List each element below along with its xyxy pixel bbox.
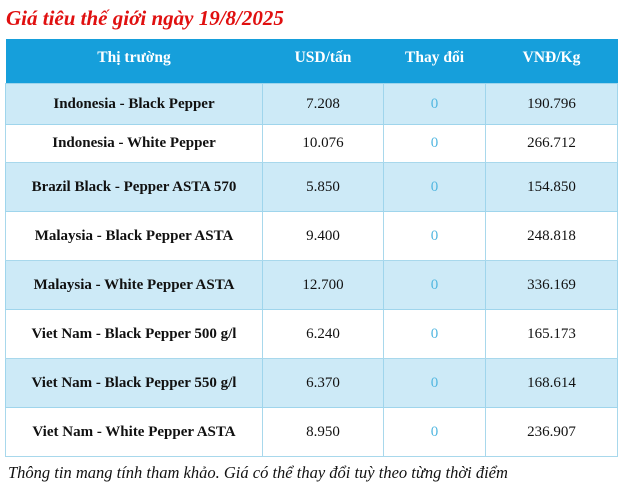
table-row: Viet Nam - Black Pepper 500 g/l 6.240 0 … (5, 309, 618, 360)
cell-change: 0 (383, 83, 486, 126)
cell-change: 0 (383, 260, 486, 311)
table-row: Brazil Black - Pepper ASTA 570 5.850 0 1… (5, 162, 618, 213)
cell-vnd: 190.796 (485, 83, 618, 126)
cell-vnd: 165.173 (485, 309, 618, 360)
price-table-container: Thị trường USD/tấn Thay đổi VNĐ/Kg Indon… (5, 39, 618, 458)
cell-market: Malaysia - Black Pepper ASTA (5, 211, 263, 262)
cell-market: Malaysia - White Pepper ASTA (5, 260, 263, 311)
cell-market: Indonesia - Black Pepper (5, 83, 263, 126)
column-header-vnd: VNĐ/Kg (485, 39, 618, 84)
cell-change: 0 (383, 211, 486, 262)
cell-usd: 9.400 (262, 211, 384, 262)
cell-vnd: 236.907 (485, 407, 618, 458)
table-row: Malaysia - White Pepper ASTA 12.700 0 33… (5, 260, 618, 311)
table-header-row: Thị trường USD/tấn Thay đổi VNĐ/Kg (5, 39, 618, 84)
disclaimer-note: Thông tin mang tính tham khảo. Giá có th… (8, 463, 508, 483)
cell-usd: 6.370 (262, 358, 384, 409)
cell-usd: 6.240 (262, 309, 384, 360)
cell-usd: 8.950 (262, 407, 384, 458)
cell-market: Brazil Black - Pepper ASTA 570 (5, 162, 263, 213)
cell-change: 0 (383, 309, 486, 360)
cell-vnd: 266.712 (485, 124, 618, 164)
cell-vnd: 168.614 (485, 358, 618, 409)
cell-vnd: 154.850 (485, 162, 618, 213)
column-header-change: Thay đổi (383, 39, 486, 84)
table-row: Indonesia - White Pepper 10.076 0 266.71… (5, 124, 618, 164)
cell-market: Viet Nam - Black Pepper 550 g/l (5, 358, 263, 409)
page-title: Giá tiêu thế giới ngày 19/8/2025 (6, 6, 284, 30)
table-header: Thị trường USD/tấn Thay đổi VNĐ/Kg (5, 39, 618, 84)
cell-usd: 7.208 (262, 83, 384, 126)
cell-change: 0 (383, 162, 486, 213)
cell-usd: 5.850 (262, 162, 384, 213)
cell-market: Viet Nam - Black Pepper 500 g/l (5, 309, 263, 360)
cell-vnd: 248.818 (485, 211, 618, 262)
column-header-usd: USD/tấn (262, 39, 384, 84)
price-table-page: Giá tiêu thế giới ngày 19/8/2025 Thị trư… (5, 6, 618, 482)
cell-change: 0 (383, 358, 486, 409)
table-body: Indonesia - Black Pepper 7.208 0 190.796… (5, 83, 618, 458)
cell-change: 0 (383, 124, 486, 164)
table-row: Indonesia - Black Pepper 7.208 0 190.796 (5, 83, 618, 126)
cell-vnd: 336.169 (485, 260, 618, 311)
world-pepper-price-table: Thị trường USD/tấn Thay đổi VNĐ/Kg Indon… (5, 39, 618, 458)
table-row: Viet Nam - White Pepper ASTA 8.950 0 236… (5, 407, 618, 458)
cell-usd: 12.700 (262, 260, 384, 311)
cell-change: 0 (383, 407, 486, 458)
cell-usd: 10.076 (262, 124, 384, 164)
table-row: Malaysia - Black Pepper ASTA 9.400 0 248… (5, 211, 618, 262)
cell-market: Viet Nam - White Pepper ASTA (5, 407, 263, 458)
table-row: Viet Nam - Black Pepper 550 g/l 6.370 0 … (5, 358, 618, 409)
column-header-market: Thị trường (5, 39, 263, 84)
cell-market: Indonesia - White Pepper (5, 124, 263, 164)
